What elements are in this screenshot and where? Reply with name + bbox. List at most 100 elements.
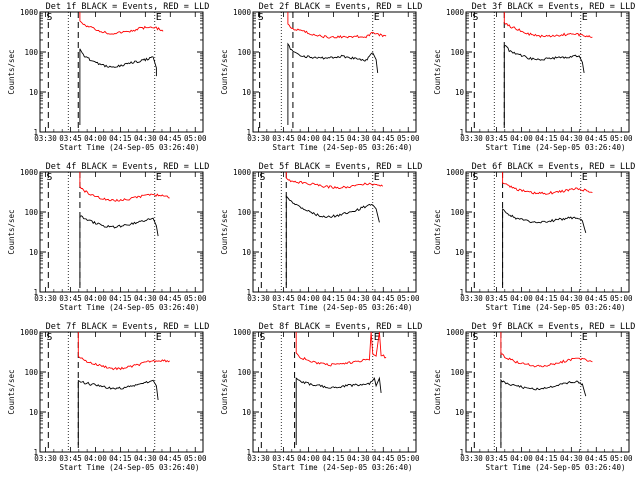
x-tick-label: 04:00 xyxy=(84,294,107,303)
x-tick-label: 05:00 xyxy=(397,454,420,463)
x-tick-label: 03:30 xyxy=(34,454,57,463)
y-axis-label: Counts/sec xyxy=(220,49,229,94)
events-series-line xyxy=(287,42,379,125)
y-tick-label: 100 xyxy=(24,208,38,217)
x-tick-label: 04:15 xyxy=(322,134,345,143)
x-axis-label: Start Time (24-Sep-05 03:26:40) xyxy=(486,463,626,472)
y-tick-label: 10 xyxy=(455,88,465,97)
end-marker: E xyxy=(374,332,380,343)
y-tick-label: 10 xyxy=(29,248,39,257)
x-tick-label: 04:30 xyxy=(560,134,583,143)
end-marker: E xyxy=(374,12,380,23)
x-tick-label: 04:15 xyxy=(109,454,132,463)
x-tick-label: 04:45 xyxy=(159,454,182,463)
plot-frame xyxy=(465,331,630,453)
x-tick-label: 03:45 xyxy=(59,454,82,463)
end-marker: E xyxy=(582,332,588,343)
plot-frame xyxy=(39,331,204,453)
y-tick-label: 1000 xyxy=(20,8,39,17)
x-tick-label: 03:30 xyxy=(247,294,270,303)
x-tick-label: 03:45 xyxy=(272,134,295,143)
y-tick-label: 1 xyxy=(459,448,464,457)
y-tick-label: 100 xyxy=(237,48,251,57)
x-tick-label: 04:00 xyxy=(84,134,107,143)
lld-series-line xyxy=(295,331,387,367)
x-tick-label: 03:30 xyxy=(34,134,57,143)
x-tick-label: 03:30 xyxy=(460,294,483,303)
y-tick-label: 1 xyxy=(33,288,38,297)
lld-series-line xyxy=(500,332,593,368)
y-tick-label: 100 xyxy=(450,368,464,377)
y-tick-label: 100 xyxy=(24,368,38,377)
plot-frame xyxy=(465,171,630,293)
x-tick-label: 03:30 xyxy=(247,454,270,463)
x-tick-label: 04:30 xyxy=(134,454,157,463)
y-axis-label: Counts/sec xyxy=(433,209,442,254)
x-tick-label: 05:00 xyxy=(184,294,207,303)
plot-frame xyxy=(465,11,630,133)
start-marker: S xyxy=(46,332,52,343)
y-tick-label: 10 xyxy=(242,88,252,97)
x-tick-label: 04:30 xyxy=(560,454,583,463)
x-tick-label: 04:30 xyxy=(560,294,583,303)
y-tick-label: 10 xyxy=(242,248,252,257)
y-tick-label: 1000 xyxy=(446,8,465,17)
x-axis-label: Start Time (24-Sep-05 03:26:40) xyxy=(60,463,200,472)
end-marker: E xyxy=(582,172,588,183)
x-tick-label: 04:00 xyxy=(84,454,107,463)
y-tick-label: 10 xyxy=(29,88,39,97)
y-tick-label: 100 xyxy=(237,368,251,377)
start-marker: S xyxy=(259,332,265,343)
x-tick-label: 04:45 xyxy=(372,134,395,143)
x-tick-label: 03:45 xyxy=(485,454,508,463)
events-series-line xyxy=(502,207,587,285)
lld-series-line xyxy=(502,172,593,195)
end-marker: E xyxy=(582,12,588,23)
events-series-line xyxy=(79,215,159,285)
x-tick-label: 04:00 xyxy=(510,294,533,303)
events-series-line xyxy=(503,44,585,125)
y-tick-label: 1000 xyxy=(233,328,252,337)
panel-title: Det 5f BLACK = Events, RED = LLD xyxy=(259,162,423,172)
start-marker: S xyxy=(472,332,478,343)
x-axis-label: Start Time (24-Sep-05 03:26:40) xyxy=(273,463,413,472)
x-tick-label: 04:30 xyxy=(134,134,157,143)
x-tick-label: 04:30 xyxy=(347,454,370,463)
x-tick-label: 04:45 xyxy=(585,134,608,143)
x-tick-label: 03:45 xyxy=(485,134,508,143)
x-tick-label: 04:30 xyxy=(347,294,370,303)
events-series-line xyxy=(79,48,157,125)
panel-title: Det 9f BLACK = Events, RED = LLD xyxy=(472,322,636,332)
y-axis-label: Counts/sec xyxy=(433,49,442,94)
x-tick-label: 04:30 xyxy=(134,294,157,303)
events-series-line xyxy=(500,378,587,445)
y-tick-label: 1000 xyxy=(20,328,39,337)
panel-title: Det 1f BLACK = Events, RED = LLD xyxy=(46,2,210,12)
x-tick-label: 03:30 xyxy=(34,294,57,303)
x-tick-label: 04:45 xyxy=(585,454,608,463)
x-tick-label: 04:15 xyxy=(535,134,558,143)
end-marker: E xyxy=(156,172,162,183)
x-tick-label: 05:00 xyxy=(610,134,633,143)
x-axis-label: Start Time (24-Sep-05 03:26:40) xyxy=(486,143,626,152)
plot-frame xyxy=(252,331,417,453)
y-axis-label: Counts/sec xyxy=(220,369,229,414)
x-axis-label: Start Time (24-Sep-05 03:26:40) xyxy=(60,143,200,152)
y-tick-label: 1 xyxy=(459,288,464,297)
x-tick-label: 05:00 xyxy=(184,134,207,143)
y-tick-label: 1 xyxy=(33,448,38,457)
y-tick-label: 1000 xyxy=(446,168,465,177)
x-tick-label: 03:45 xyxy=(272,454,295,463)
events-series-line xyxy=(77,379,159,445)
x-tick-label: 04:00 xyxy=(297,294,320,303)
x-tick-label: 03:30 xyxy=(247,134,270,143)
end-marker: E xyxy=(374,172,380,183)
x-tick-label: 03:30 xyxy=(460,454,483,463)
events-series-line xyxy=(295,376,382,445)
y-tick-label: 1000 xyxy=(233,8,252,17)
lld-series-line xyxy=(287,12,387,39)
panel-title: Det 6f BLACK = Events, RED = LLD xyxy=(472,162,636,172)
